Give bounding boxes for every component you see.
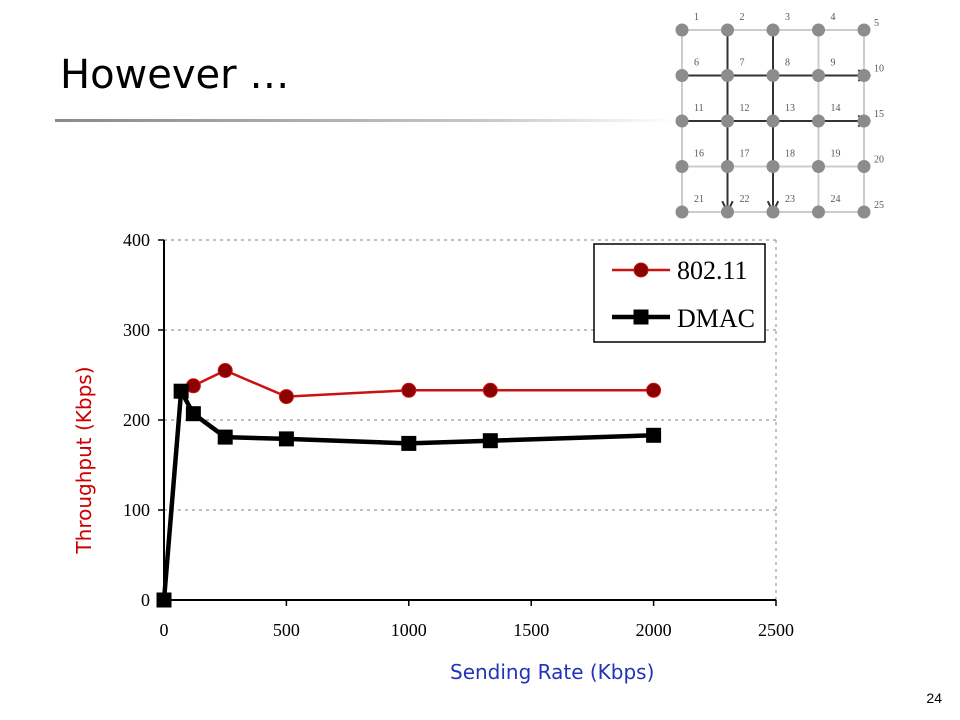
x-tick-label: 1000 — [391, 620, 427, 640]
series-line-dmac — [161, 383, 654, 601]
grid-node — [675, 114, 689, 128]
grid-node — [721, 23, 734, 37]
grid-node-label: 1 — [694, 12, 699, 23]
point-80211 — [278, 389, 294, 405]
grid-node-label: 2 — [740, 12, 745, 23]
grid-node — [766, 69, 780, 82]
grid-node — [766, 23, 780, 37]
grid-node-label: 22 — [740, 194, 750, 205]
point-80211 — [482, 382, 498, 398]
x-axis-label: Sending Rate (Kbps) — [450, 660, 655, 684]
grid-node — [721, 114, 734, 128]
x-tick-label: 500 — [273, 620, 300, 640]
grid-node-label: 16 — [694, 149, 704, 160]
point-dmac — [173, 383, 189, 399]
point-80211 — [646, 382, 662, 398]
legend-label-80211: 802.11 — [677, 256, 748, 285]
grid-node — [812, 23, 825, 37]
point-80211 — [401, 382, 417, 398]
grid-node — [675, 160, 689, 173]
x-tick-label: 1500 — [513, 620, 549, 640]
point-dmac — [482, 433, 498, 449]
grid-node-label: 12 — [740, 103, 750, 114]
legend-box — [593, 243, 766, 343]
grid-node — [857, 23, 871, 37]
point-dmac — [156, 592, 172, 608]
grid-node-label: 14 — [831, 103, 841, 114]
grid-node-label: 23 — [785, 194, 795, 205]
series-line-80211 — [192, 369, 654, 398]
y-tick-label: 0 — [141, 590, 150, 610]
point-80211 — [217, 363, 233, 378]
grid-node-label: 24 — [831, 194, 841, 205]
legend: 802.11 DMAC — [593, 243, 766, 343]
grid-node — [675, 205, 689, 219]
grid-node — [812, 69, 825, 82]
grid-node — [812, 160, 825, 173]
point-dmac — [185, 406, 201, 422]
grid-node-label: 19 — [831, 149, 841, 160]
grid-node-label: 17 — [740, 149, 750, 160]
grid-node — [721, 205, 734, 219]
grid-node-label: 11 — [694, 103, 704, 114]
grid-node-label: 9 — [831, 58, 836, 69]
y-axis-label: Throughput (Kbps) — [72, 366, 96, 554]
grid-node — [812, 114, 825, 128]
grid-node-label: 18 — [785, 149, 795, 160]
grid-node — [766, 205, 780, 219]
grid-node — [721, 160, 734, 173]
grid-node — [857, 160, 871, 173]
y-tick-label: 400 — [123, 230, 150, 250]
grid-node-label: 13 — [785, 103, 795, 114]
grid-node-label: 8 — [785, 58, 790, 69]
grid-node-label: 20 — [874, 155, 884, 166]
grid-node-label: 6 — [694, 58, 699, 69]
grid-node — [675, 23, 689, 37]
grid-node — [812, 205, 825, 219]
point-dmac — [278, 431, 294, 447]
grid-node-label: 5 — [874, 18, 879, 29]
legend-marker-dmac — [633, 309, 649, 325]
grid-node-label: 25 — [874, 200, 884, 211]
legend-label-dmac: DMAC — [677, 304, 755, 333]
slide-number: 24 — [926, 690, 942, 706]
grid-node-label: 21 — [694, 194, 704, 205]
grid-node-label: 4 — [831, 12, 836, 23]
grid-node-label: 15 — [874, 109, 884, 120]
legend-marker-80211 — [633, 262, 649, 278]
grid-node — [675, 69, 689, 82]
grid-node — [766, 114, 780, 128]
title-rule — [55, 119, 675, 122]
grid-node — [857, 205, 871, 219]
y-tick-label: 200 — [123, 410, 150, 430]
grid-node-label: 3 — [785, 12, 790, 23]
y-tick-label: 300 — [123, 320, 150, 340]
grid-node-label: 7 — [740, 58, 745, 69]
grid-node — [721, 69, 734, 82]
slide-title: However … — [60, 52, 290, 98]
point-dmac — [646, 427, 662, 443]
x-tick-label: 2000 — [636, 620, 672, 640]
grid-node — [766, 160, 780, 173]
x-tick-label: 0 — [160, 620, 169, 640]
grid-node-label: 10 — [874, 64, 884, 75]
point-dmac — [217, 429, 233, 445]
point-dmac — [401, 435, 417, 451]
y-tick-label: 100 — [123, 500, 150, 520]
grid-node — [857, 69, 871, 82]
grid-node — [857, 114, 871, 128]
x-tick-label: 2500 — [758, 620, 794, 640]
